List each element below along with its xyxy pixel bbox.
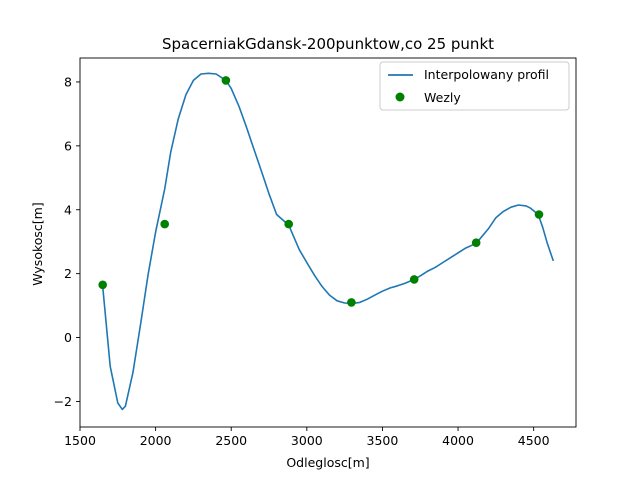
y-tick-label: 8 [64, 74, 72, 89]
y-tick-label: 0 [64, 330, 72, 345]
data-point-node [409, 275, 419, 284]
x-tick-label: 3500 [367, 433, 399, 448]
x-tick-label: 2000 [140, 433, 172, 448]
y-tick-label: −2 [54, 394, 72, 409]
y-axis-label: Wysokosc[m] [30, 202, 45, 285]
x-tick-label: 4000 [442, 433, 474, 448]
data-point-node [284, 219, 294, 229]
plot-area: 1500 2000 2500 3000 3500 4000 4500 −2 0 2 4 6 8 [54, 57, 577, 448]
data-point-node [347, 298, 356, 307]
legend-label-markers: Wezly [424, 90, 461, 105]
y-tick-label: 2 [64, 266, 72, 281]
data-point-node [221, 76, 231, 85]
x-tick-label: 3000 [291, 433, 323, 448]
y-tick-label: 6 [64, 138, 72, 153]
data-point-node [471, 238, 481, 247]
axes-frame [79, 57, 577, 428]
x-tick-label: 4500 [518, 433, 550, 448]
chart-title: SpacerniakGdansk-200punktow,co 25 punkt [162, 35, 494, 53]
data-point-node [160, 219, 169, 229]
x-axis-label: Odleglosc[m] [286, 455, 369, 470]
legend-marker-swatch [395, 92, 405, 102]
series-line-interpolated-profile [101, 72, 555, 411]
x-tick-label: 2500 [215, 433, 247, 448]
legend: Interpolowany profil Wezly [379, 61, 570, 111]
y-tick-label: 4 [64, 202, 72, 217]
x-tick-label: 1500 [64, 433, 96, 448]
legend-label-line: Interpolowany profil [424, 67, 549, 82]
data-point-node [534, 210, 544, 219]
legend-box [379, 61, 570, 111]
data-point-node [98, 280, 107, 290]
